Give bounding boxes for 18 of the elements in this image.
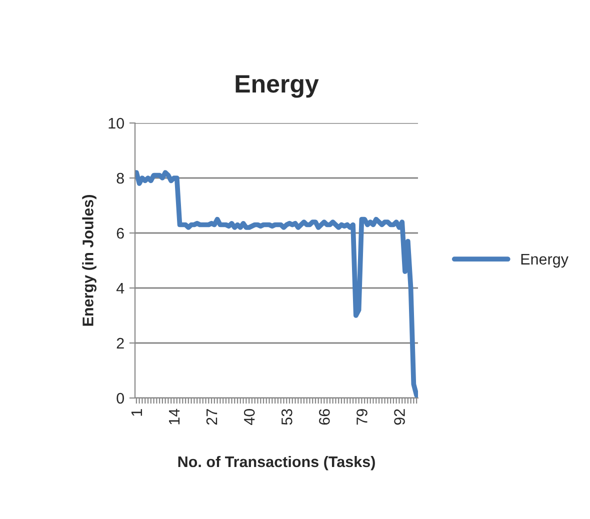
x-tick-label: 66 <box>319 409 330 425</box>
y-axis-title: Energy (in Joules) <box>82 195 96 326</box>
x-tick-label: 1 <box>131 409 142 416</box>
chart-title: Energy <box>236 75 319 98</box>
x-tick-label: 40 <box>244 409 255 426</box>
x-tick-label: 53 <box>281 409 292 425</box>
y-tick-label: 4 <box>116 283 124 294</box>
y-tick-label: 8 <box>116 172 124 184</box>
y-tick-label: 10 <box>108 118 124 129</box>
y-tick-label: 6 <box>116 228 124 239</box>
x-tick-label: 79 <box>356 409 368 425</box>
x-axis-title: No. of Transactions (Tasks) <box>178 456 375 470</box>
x-tick-label: 14 <box>169 408 180 424</box>
y-tick-label: 2 <box>116 338 124 349</box>
x-tick-label: 27 <box>206 409 218 425</box>
y-tick-label: 0 <box>116 392 124 404</box>
x-tick-label: 92 <box>394 409 405 425</box>
legend-label: Energy <box>521 254 568 268</box>
